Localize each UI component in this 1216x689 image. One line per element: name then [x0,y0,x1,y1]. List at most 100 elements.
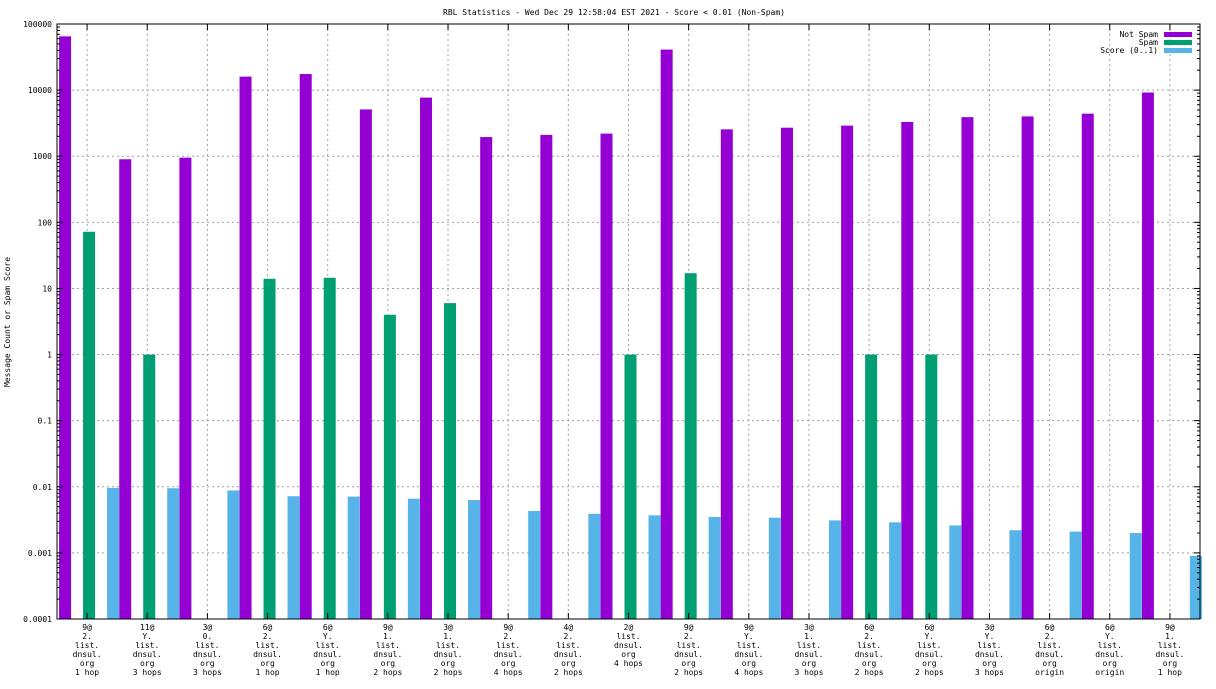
x-tick-label-line: org [922,659,937,668]
x-tick-label-line: list. [737,641,761,650]
bar-not-spam [901,121,914,619]
bar-spam [865,354,878,619]
x-tick-label-line: list. [256,641,280,650]
legend-label: Not Spam [1119,30,1158,39]
x-tick-label-line: 9@ [744,623,754,632]
bars [59,36,1202,620]
x-tick-label: 9@ 2. list. dnsul. org 1 hop [73,623,102,677]
x-tick-label-line: 4 hops [734,668,763,677]
x-tick-label-line: dnsul. [373,650,402,659]
x-tick-label-line: list. [376,641,400,650]
bar-not-spam [961,117,974,619]
x-tick-label: 3@ Y. list. dnsul. org 3 hops [975,623,1004,677]
x-tick-label-line: 1 hop [75,668,99,677]
x-tick-label-line: org [260,659,275,668]
x-tick-label-line: 9@ [82,623,92,632]
x-tick-label: 9@ 1. list. dnsul. org 2 hops [373,623,402,677]
bar-not-spam [179,157,192,619]
x-tick-label-line: 2. [263,632,273,641]
x-tick-label-line: 6@ [1105,623,1115,632]
x-tick-label-line: Y. [924,632,934,641]
y-tick-label: 10000 [28,86,52,95]
x-tick-label: 9@ 1. list. dnsul. org 1 hop [1155,623,1184,677]
x-tick-label-line: 9@ [503,623,513,632]
x-tick-label-line: 1. [443,632,453,641]
x-tick-label-line: 0. [203,632,213,641]
x-tick-label-line: dnsul. [434,650,463,659]
x-tick-label-line: 2. [503,632,513,641]
x-tick-label-line: 4@ [564,623,574,632]
x-tick-label-line: 3 hops [133,668,162,677]
bar-score-0-1 [528,511,541,619]
x-tick-label-line: dnsul. [73,650,102,659]
x-tick-label-line: dnsul. [975,650,1004,659]
x-tick-label-line: list. [496,641,520,650]
x-tick-label-line: 2 hops [674,668,703,677]
plot-frame [56,23,1201,620]
x-tick-label-line: dnsul. [193,650,222,659]
x-tick-label: 6@ 2. list. dnsul. org 1 hop [253,623,282,677]
x-tick-label-line: org [982,659,997,668]
x-tick-label-line: 1 hop [1158,668,1182,677]
x-tick-label-line: 3 hops [193,668,222,677]
x-tick-label-line: 3 hops [975,668,1004,677]
x-tick-label-line: dnsul. [795,650,824,659]
x-tick-label-line: dnsul. [253,650,282,659]
bar-not-spam [600,133,613,619]
bar-score-0-1 [648,515,661,619]
bar-score-0-1 [768,517,781,619]
x-tick-label-line: list. [1158,641,1182,650]
x-tick-label: 6@ 2. list. dnsul. org 2 hops [855,623,884,677]
x-tick-label-line: dnsul. [734,650,763,659]
bar-not-spam [780,127,793,619]
bar-spam [624,354,637,619]
bar-not-spam [1021,116,1034,619]
bar-spam [263,278,276,619]
bar-score-0-1 [1009,530,1022,619]
y-tick-label: 0.001 [28,549,52,558]
x-tick-label-line: 9@ [684,623,694,632]
x-tick-label: 6@ Y. list. dnsul. org origin [1095,623,1124,677]
x-tick-label-line: org [501,659,516,668]
x-tick-label-line: org [80,659,95,668]
x-tick-label-line: dnsul. [494,650,523,659]
bar-spam [143,354,156,619]
x-tick-label-line: 1. [804,632,814,641]
bar-spam [684,273,697,619]
y-tick-label: 1000 [33,152,52,161]
x-tick-label-line: 2. [684,632,694,641]
x-tick-label-line: list. [977,641,1001,650]
x-tick-label-line: dnsul. [915,650,944,659]
x-tick-label-line: list. [1098,641,1122,650]
x-tick-label-line: 6@ [864,623,874,632]
x-tick-label: 9@ 2. list. dnsul. org 4 hops [494,623,523,677]
y-axis-label: Message Count or Spam Score [3,257,12,387]
x-tick-label-line: org [441,659,456,668]
x-tick-label-line: 2. [864,632,874,641]
x-tick-label-line: 2. [82,632,92,641]
legend-swatch [1164,40,1192,45]
x-tick-label-line: 2. [564,632,574,641]
x-tick-label-line: 11@ [140,623,155,632]
bar-not-spam [660,49,673,619]
bar-spam [383,314,396,619]
y-tick-label: 1 [47,351,52,360]
bar-not-spam [480,137,493,619]
x-tick-label-line: org [1103,659,1118,668]
x-tick-label-line: dnsul. [614,641,643,650]
x-tick-label-line: org [320,659,335,668]
x-tick-label: 6@ Y. list. dnsul. org 2 hops [915,623,944,677]
x-tick-label-line: org [140,659,155,668]
y-tick-label: 100000 [23,20,52,29]
x-tick-label-line: 3 hops [795,668,824,677]
bar-score-0-1 [1189,555,1202,619]
x-tick-label-line: 3@ [804,623,814,632]
x-tick-label-line: dnsul. [1035,650,1064,659]
x-tick-label-line: 2 hops [855,668,884,677]
x-tick-label-line: 6@ [924,623,934,632]
x-tick-label-line: list. [436,641,460,650]
x-tick-label-line: 1. [383,632,393,641]
bar-spam [83,231,96,619]
x-tick-label-line: 6@ [1045,623,1055,632]
bar-not-spam [359,109,372,619]
